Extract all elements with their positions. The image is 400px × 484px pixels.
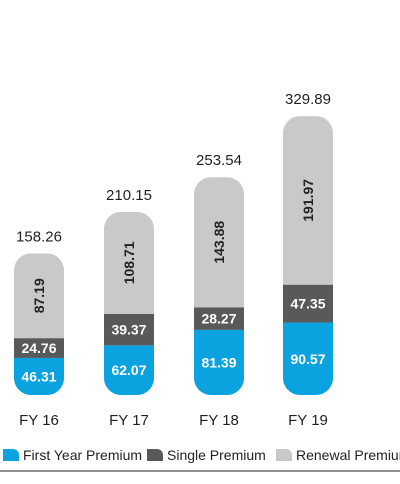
bar-segment	[283, 322, 333, 395]
bar-value-label: 39.37	[111, 322, 146, 338]
bar-segment	[14, 253, 64, 339]
bar-value-label: 90.57	[290, 351, 325, 367]
category-label: FY 19	[288, 412, 328, 429]
bar-segment	[14, 338, 64, 358]
bar-value-label: 81.39	[201, 354, 236, 370]
bar-stack	[194, 177, 244, 395]
bar-value-label: 28.27	[201, 311, 236, 327]
bar-segment	[194, 329, 244, 395]
bar-segment	[104, 345, 154, 395]
bar-value-label: 87.19	[31, 278, 47, 313]
bar-value-label: 46.31	[21, 368, 56, 384]
legend-label: Renewal Premium	[296, 447, 400, 463]
bar-stack	[14, 253, 64, 395]
category-label: FY 18	[199, 412, 239, 429]
legend-swatch	[276, 449, 292, 461]
bar-total-label: 158.26	[16, 228, 62, 245]
legend-label: Single Premium	[167, 447, 266, 463]
legend-label: First Year Premium	[23, 447, 142, 463]
legend-swatch	[147, 449, 163, 461]
bar-value-label: 62.07	[111, 362, 146, 378]
category-label: FY 16	[19, 412, 59, 429]
bar-value-label: 191.97	[300, 179, 316, 222]
bar-total-label: 210.15	[106, 187, 152, 204]
bar-segment	[283, 116, 333, 285]
bar-value-label: 24.76	[21, 340, 56, 356]
bar-segment	[194, 307, 244, 330]
bar-segment	[14, 357, 64, 395]
bar-segment	[194, 177, 244, 308]
bar-segment	[104, 313, 154, 346]
bar-segment	[104, 211, 154, 314]
legend-swatch	[3, 449, 19, 461]
bar-total-label: 329.89	[285, 91, 331, 108]
bar-value-label: 108.71	[121, 241, 137, 284]
bar-stack	[283, 116, 333, 395]
category-label: FY 17	[109, 412, 149, 429]
bar-value-label: 47.35	[290, 296, 325, 312]
bar-stack	[104, 211, 154, 395]
bar-total-label: 253.54	[196, 152, 242, 169]
bar-segment	[283, 284, 333, 323]
bar-value-label: 143.88	[211, 221, 227, 264]
